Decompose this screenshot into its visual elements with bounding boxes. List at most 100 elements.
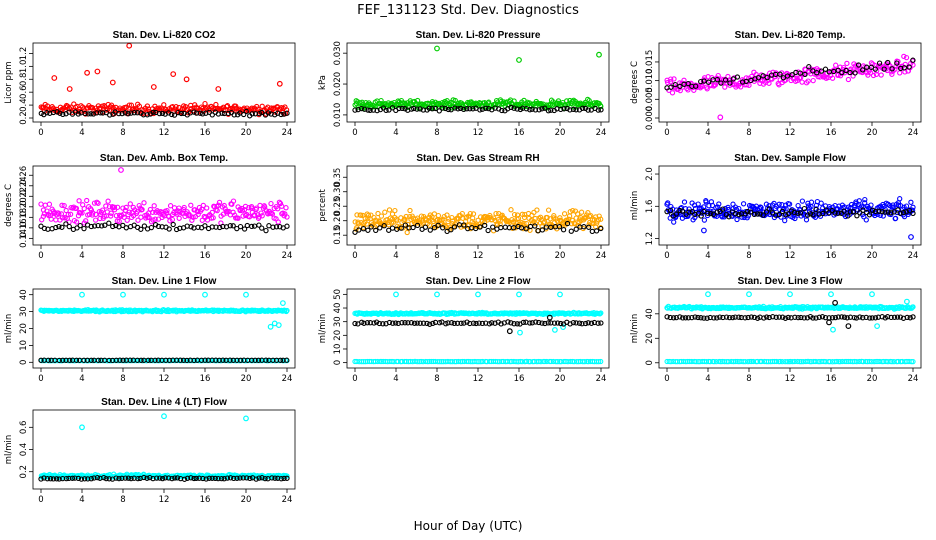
data-point xyxy=(497,218,503,224)
data-point xyxy=(375,210,381,217)
series-hourly xyxy=(664,299,916,330)
data-point-outlier xyxy=(506,328,513,335)
data-point xyxy=(539,320,545,326)
panel-title: Stan. Dev. Amb. Box Temp. xyxy=(100,153,228,164)
data-point xyxy=(436,108,442,114)
data-point xyxy=(776,211,783,218)
data-point xyxy=(134,209,140,215)
data-point xyxy=(711,358,717,365)
panel-title: Stan. Dev. Li-820 Temp. xyxy=(735,30,846,41)
data-point xyxy=(561,211,568,217)
data-point xyxy=(888,210,894,216)
data-point xyxy=(730,76,736,82)
data-point xyxy=(569,98,576,105)
data-point xyxy=(284,307,290,314)
data-point xyxy=(829,315,836,321)
data-point xyxy=(66,223,72,230)
data-point xyxy=(244,475,250,481)
x-tick-label: 4 xyxy=(705,374,710,384)
data-point xyxy=(75,475,82,482)
data-point xyxy=(677,207,683,214)
data-point xyxy=(876,60,883,66)
data-point xyxy=(571,220,577,226)
data-point xyxy=(523,226,529,232)
data-point xyxy=(860,315,866,321)
x-tick-label: 8 xyxy=(746,251,751,261)
data-point xyxy=(467,106,473,112)
data-point xyxy=(773,358,780,365)
data-point xyxy=(283,205,289,211)
x-tick-label: 8 xyxy=(120,128,125,138)
data-point xyxy=(98,357,104,363)
y-tick-label: 10 xyxy=(19,340,29,351)
data-point xyxy=(94,110,100,116)
data-point xyxy=(705,79,712,85)
x-tick-label: 12 xyxy=(159,374,170,384)
data-point xyxy=(38,104,44,110)
data-point xyxy=(106,357,112,364)
data-point xyxy=(167,203,174,209)
data-point xyxy=(273,224,280,230)
panel-title: Stan. Dev. Line 4 (LT) Flow xyxy=(101,397,227,408)
data-point xyxy=(209,209,215,216)
data-point-outlier xyxy=(243,415,249,422)
data-point xyxy=(847,209,853,215)
data-point xyxy=(251,212,258,218)
y-tick-label: 0.005 xyxy=(645,87,655,111)
data-point xyxy=(108,210,114,216)
series-all xyxy=(664,291,916,333)
data-point xyxy=(249,223,255,230)
series-hourly xyxy=(352,104,604,114)
data-point xyxy=(695,210,702,216)
data-point xyxy=(38,476,44,482)
data-point xyxy=(117,357,123,363)
x-tick-label: 16 xyxy=(200,495,211,505)
data-point xyxy=(867,315,873,321)
data-point xyxy=(870,72,877,79)
data-point xyxy=(593,214,599,220)
data-point xyxy=(253,476,259,482)
data-point xyxy=(827,358,833,365)
data-point xyxy=(392,207,398,214)
data-point xyxy=(747,209,754,215)
data-point xyxy=(489,320,495,326)
data-point xyxy=(669,90,676,96)
data-point-outlier xyxy=(546,314,553,321)
data-point xyxy=(159,475,166,482)
data-point xyxy=(508,104,514,111)
data-point xyxy=(841,314,848,320)
data-point xyxy=(77,222,83,229)
data-point xyxy=(196,475,202,481)
data-point xyxy=(712,82,719,88)
data-point xyxy=(835,67,841,73)
data-point xyxy=(850,209,857,215)
data-point xyxy=(473,320,479,327)
data-point-outlier xyxy=(215,86,222,92)
data-point xyxy=(743,75,749,81)
data-point xyxy=(588,212,594,219)
data-point xyxy=(215,475,221,482)
data-point xyxy=(145,357,151,363)
panel-title: Stan. Dev. Line 3 Flow xyxy=(738,276,843,287)
data-point xyxy=(897,70,903,76)
x-tick-label: 16 xyxy=(200,374,211,384)
data-point xyxy=(390,320,396,326)
data-point xyxy=(845,76,852,83)
data-point xyxy=(103,475,109,482)
y-tick-label: 1.6 xyxy=(645,200,655,214)
data-point xyxy=(191,357,197,364)
data-point xyxy=(263,227,269,234)
data-point xyxy=(545,108,552,114)
data-point xyxy=(708,210,714,217)
data-point xyxy=(121,214,127,220)
series-hourly xyxy=(664,205,916,220)
data-point xyxy=(743,78,749,85)
data-point xyxy=(81,205,87,212)
data-point xyxy=(219,110,225,116)
data-point xyxy=(686,209,692,215)
data-point xyxy=(126,209,132,215)
data-point xyxy=(839,69,845,76)
data-point xyxy=(88,111,94,117)
data-point xyxy=(844,315,850,321)
data-point xyxy=(371,320,377,326)
